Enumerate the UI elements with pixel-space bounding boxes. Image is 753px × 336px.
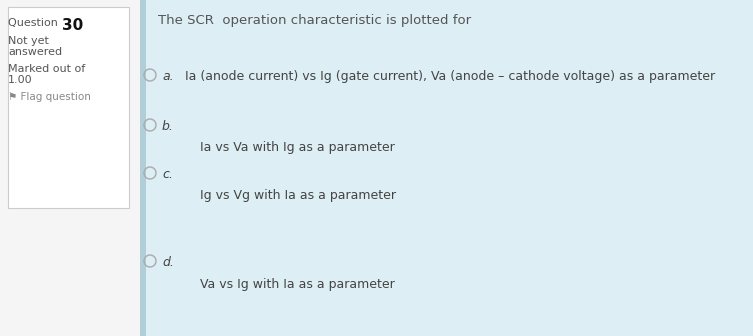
Text: ⚑ Flag question: ⚑ Flag question (8, 92, 91, 102)
Text: Ig vs Vg with Ia as a parameter: Ig vs Vg with Ia as a parameter (200, 189, 396, 202)
Text: Not yet: Not yet (8, 36, 49, 46)
Text: b.: b. (162, 120, 174, 133)
Text: Marked out of: Marked out of (8, 64, 85, 74)
Text: 30: 30 (62, 18, 84, 33)
Text: Ia (anode current) vs Ig (gate current), Va (anode – cathode voltage) as a param: Ia (anode current) vs Ig (gate current),… (185, 70, 715, 83)
Text: c.: c. (162, 168, 173, 181)
Text: a.: a. (162, 70, 174, 83)
Text: 1.00: 1.00 (8, 75, 32, 85)
Text: Va vs Ig with Ia as a parameter: Va vs Ig with Ia as a parameter (200, 278, 395, 291)
Text: Ia vs Va with Ig as a parameter: Ia vs Va with Ig as a parameter (200, 141, 395, 154)
Text: Question: Question (8, 18, 62, 28)
Text: answered: answered (8, 47, 62, 57)
Text: The SCR  operation characteristic is plotted for: The SCR operation characteristic is plot… (158, 14, 471, 27)
Text: d.: d. (162, 256, 174, 269)
